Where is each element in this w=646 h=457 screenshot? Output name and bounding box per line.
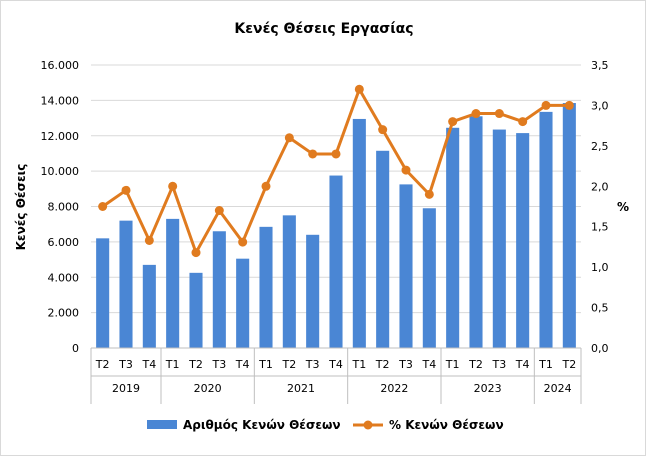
line-point: [448, 117, 458, 127]
y-tick-label: 4.000: [48, 271, 80, 284]
x-tick-label: T1: [258, 358, 273, 371]
y2-tick-label: 0,0: [591, 342, 609, 355]
year-label: 2023: [474, 382, 502, 395]
y-tick-label: 16.000: [41, 59, 80, 72]
y2-tick-label: 0,5: [591, 302, 609, 315]
line-point: [494, 109, 504, 119]
bar-series: [96, 103, 576, 349]
bar: [492, 129, 506, 348]
y-tick-label: 2.000: [48, 307, 80, 320]
bar: [96, 238, 110, 348]
bar: [539, 111, 553, 348]
line-point: [424, 189, 434, 199]
line-point: [541, 100, 551, 110]
bar: [282, 215, 296, 348]
x-tick-label: T3: [398, 358, 413, 371]
bar: [422, 208, 436, 348]
y-tick-label: 12.000: [41, 130, 80, 143]
y-tick-label: 8.000: [48, 201, 80, 214]
y2-tick-label: 1,0: [591, 261, 609, 274]
line-point: [331, 149, 341, 159]
y2-axis-title: %: [617, 200, 629, 214]
x-tick-label: T3: [491, 358, 506, 371]
x-tick-label: T3: [305, 358, 320, 371]
bar: [562, 103, 576, 348]
year-label: 2021: [287, 382, 315, 395]
x-tick-label: T2: [188, 358, 203, 371]
line-point: [401, 165, 411, 175]
legend-line-marker: [363, 420, 373, 430]
chart-title: Κενές Θέσεις Εργασίας: [234, 21, 413, 37]
bar: [142, 264, 156, 348]
line-point: [191, 248, 201, 258]
legend-bar-swatch: [147, 420, 177, 429]
bar: [259, 226, 273, 348]
bar: [376, 150, 390, 348]
bar: [119, 220, 133, 348]
line-point: [564, 100, 574, 110]
bar: [516, 133, 530, 348]
x-tick-label: T1: [538, 358, 553, 371]
x-tick-label: T4: [328, 358, 343, 371]
line-point: [121, 185, 131, 195]
y-tick-label: 14.000: [41, 94, 80, 107]
line-point: [471, 109, 481, 119]
bar: [329, 175, 343, 348]
x-tick-label: T2: [95, 358, 110, 371]
x-tick-label: T2: [561, 358, 576, 371]
y-tick-label: 10.000: [41, 165, 80, 178]
y2-tick-label: 1,5: [591, 221, 609, 234]
bar: [469, 116, 483, 348]
bar: [166, 218, 180, 348]
axes: 0 2.000 4.000 6.000 8.000 10.000 12.000 14.000 1…: [41, 59, 609, 404]
x-tick-label: T3: [118, 358, 133, 371]
line-point: [168, 181, 178, 191]
year-label: 2024: [544, 382, 572, 395]
y-tick-label: 0: [72, 342, 79, 355]
line-point: [238, 237, 248, 247]
legend-bar-label: Αριθμός Κενών Θέσεων: [183, 418, 341, 432]
x-tick-label: T1: [351, 358, 366, 371]
y2-tick-label: 2,0: [591, 180, 609, 193]
line-point: [284, 133, 294, 143]
year-label: 2019: [112, 382, 140, 395]
x-tick-label: T1: [165, 358, 180, 371]
y-tick-label: 6.000: [48, 236, 80, 249]
x-tick-label: T4: [235, 358, 250, 371]
x-tick-label: T4: [515, 358, 530, 371]
year-label: 2020: [194, 382, 222, 395]
line-point: [354, 84, 364, 94]
line-point: [261, 181, 271, 191]
line-point: [308, 149, 318, 159]
line-point: [144, 235, 154, 245]
x-tick-label: T2: [468, 358, 483, 371]
y2-tick-label: 3,5: [591, 59, 609, 72]
bar: [399, 184, 413, 348]
y-axis-title: Κενές Θέσεις: [14, 164, 28, 251]
line-point: [98, 202, 108, 211]
year-label: 2022: [380, 382, 408, 395]
bar: [446, 127, 460, 349]
line-point: [214, 206, 224, 216]
x-tick-label: T1: [445, 358, 460, 371]
y2-tick-label: 3,0: [591, 99, 609, 112]
y2-tick-label: 2,5: [591, 140, 609, 153]
legend: Αριθμός Κενών Θέσεων % Κενών Θέσεων: [147, 418, 504, 432]
bar: [189, 272, 203, 348]
bar: [306, 234, 320, 348]
x-tick-label: T4: [141, 358, 156, 371]
line-series: [98, 84, 574, 258]
bar: [236, 258, 250, 348]
x-tick-label: T2: [281, 358, 296, 371]
x-tick-label: T4: [421, 358, 436, 371]
bar: [212, 231, 226, 348]
bar: [352, 118, 366, 349]
x-tick-label: T3: [211, 358, 226, 371]
x-tick-label: T2: [375, 358, 390, 371]
line-point: [518, 117, 528, 127]
line-point: [378, 125, 388, 135]
legend-line-label: % Κενών Θέσεων: [389, 418, 504, 432]
